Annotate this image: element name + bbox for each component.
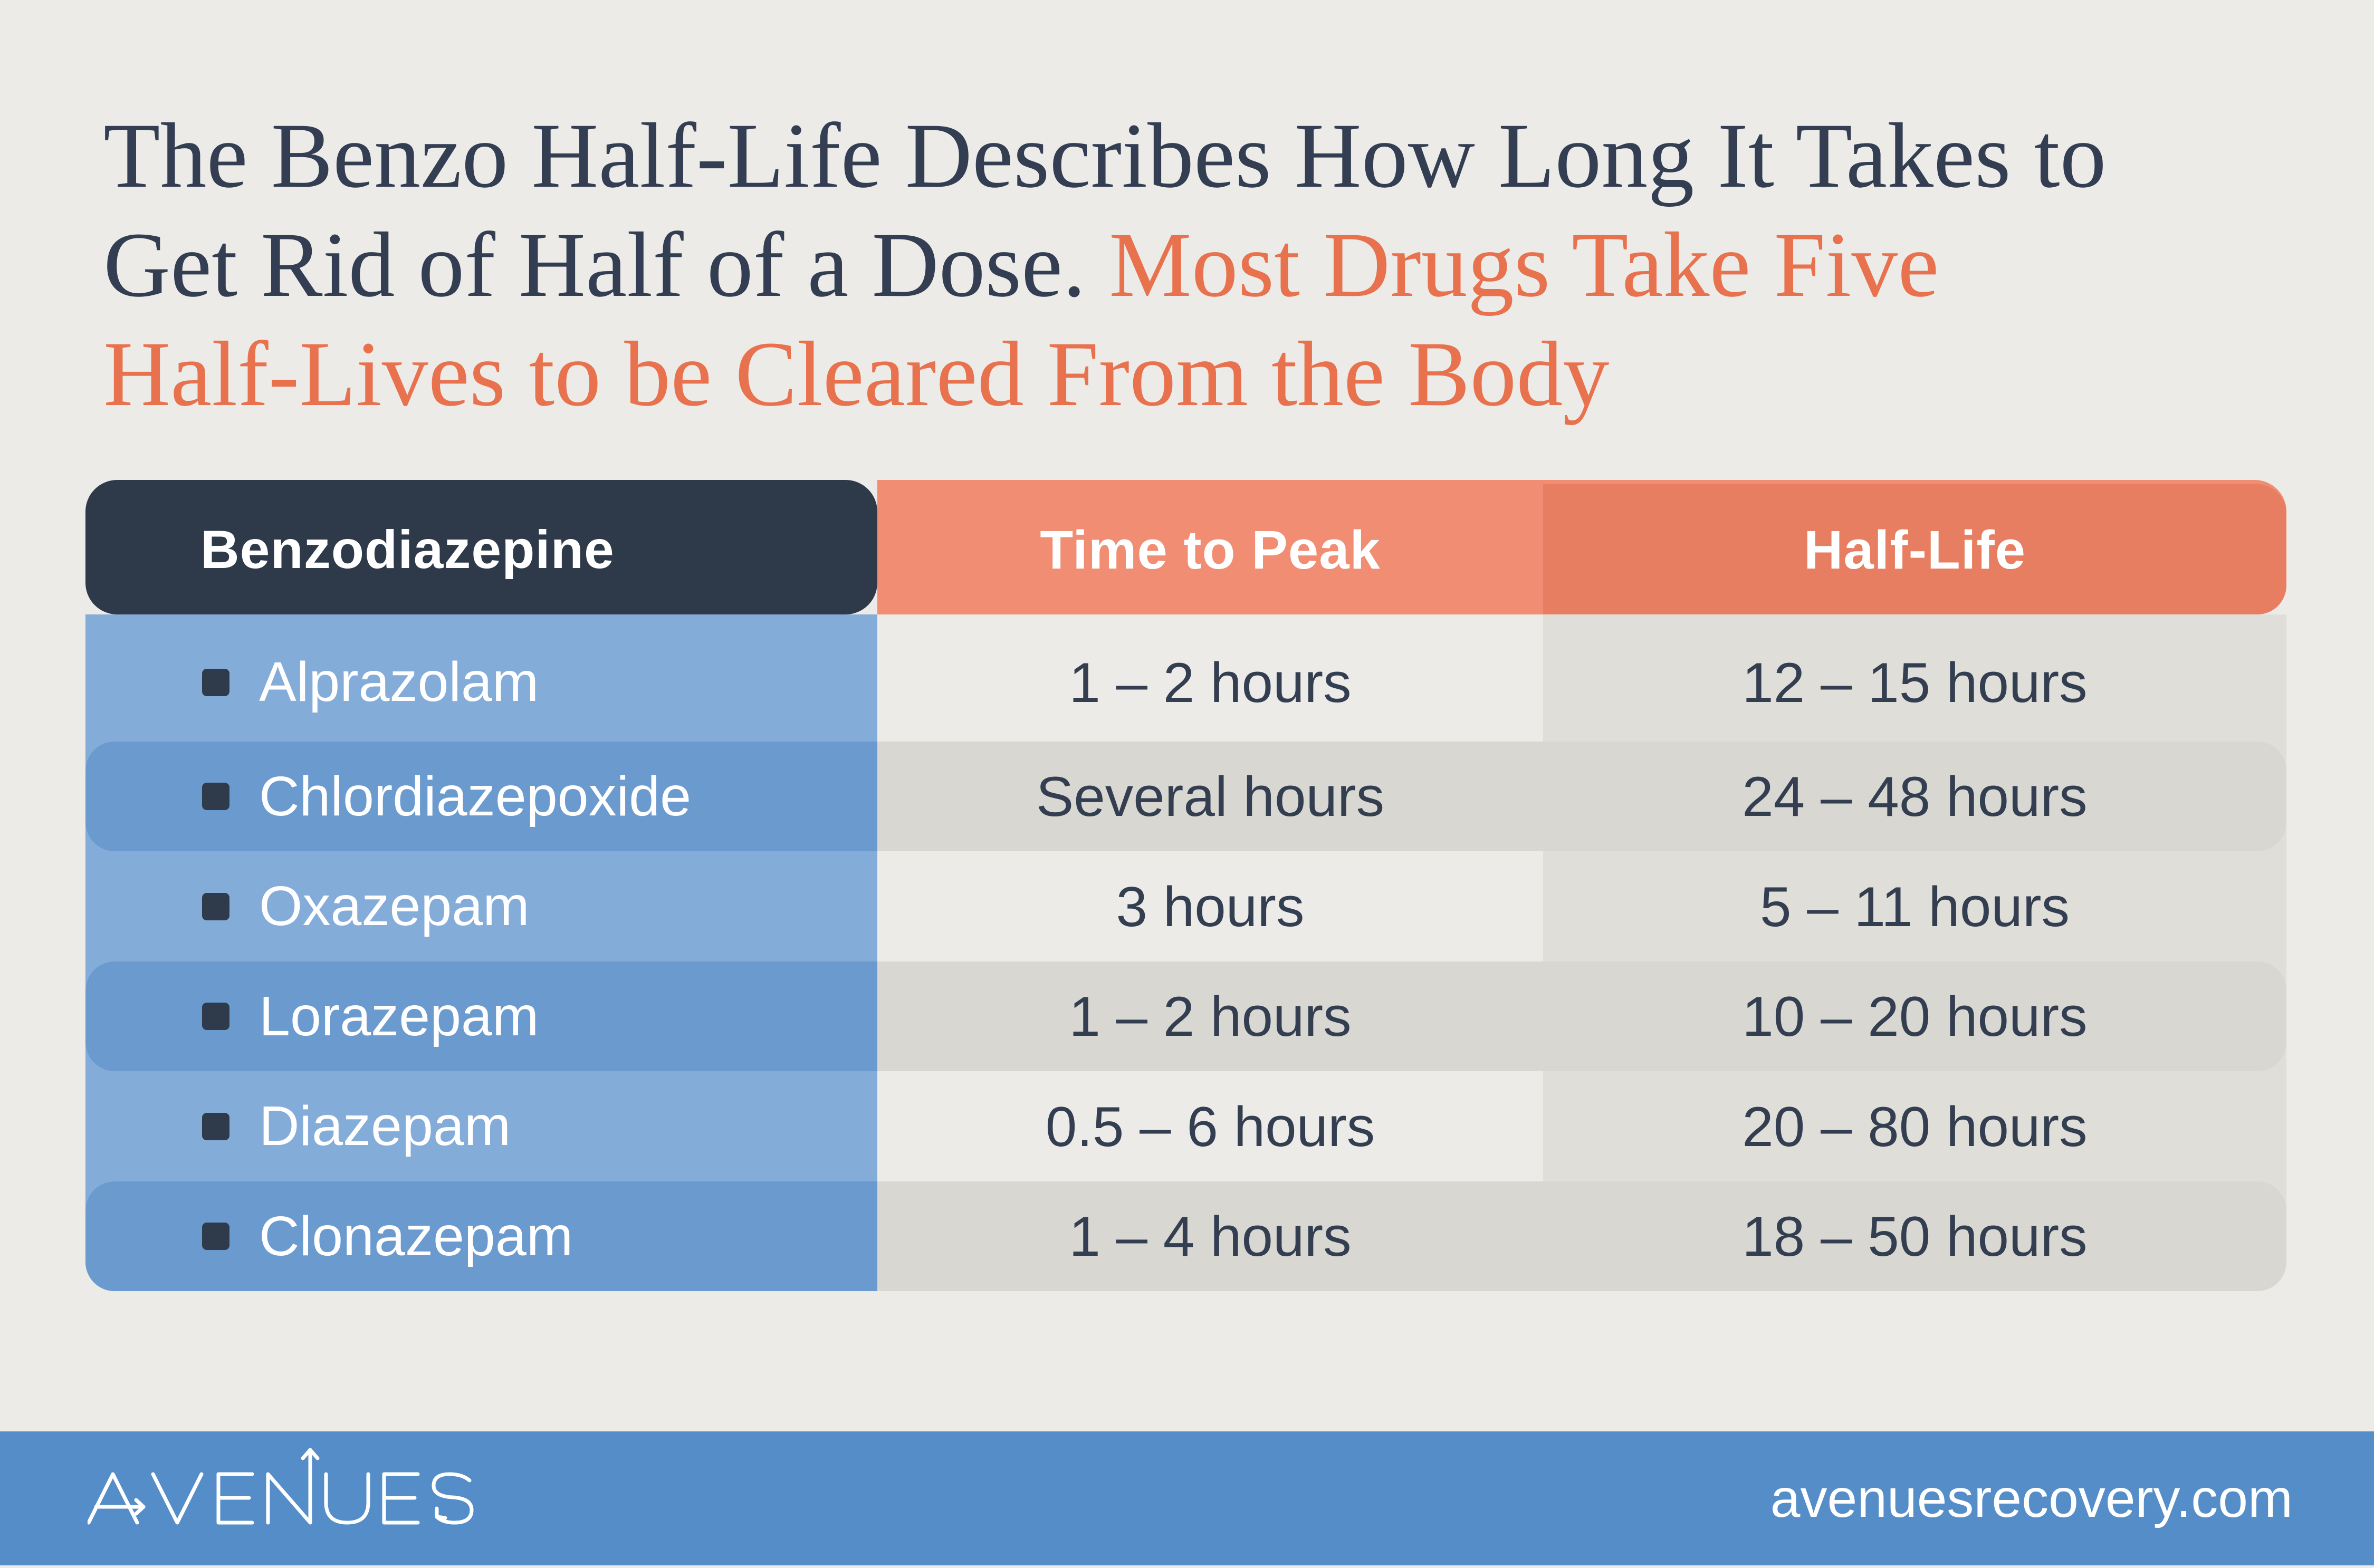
half-life-value: 18 – 50 hours — [1742, 1205, 2088, 1268]
bullet-icon — [202, 892, 229, 920]
table-row: Clonazepam 1 – 4 hours 18 – 50 hours — [85, 1181, 2286, 1291]
table-row: Lorazepam 1 – 2 hours 10 – 20 hours — [85, 961, 2286, 1071]
drug-name: Lorazepam — [259, 985, 539, 1047]
title-line3: Half-Lives to be Cleared From the Body — [103, 323, 1610, 426]
footer-bar: avenuesrecovery.com — [0, 1431, 2374, 1565]
drug-name: Diazepam — [259, 1095, 511, 1157]
table-row: Oxazepam 3 hours 5 – 11 hours — [85, 851, 2286, 961]
column-bg-benzodiazepine — [85, 614, 877, 1291]
header-label-time-to-peak: Time to Peak — [1040, 519, 1381, 580]
title-line1: The Benzo Half-Life Describes How Long I… — [103, 104, 2107, 207]
table-header-row: Benzodiazepine Time to Peak Half-Life — [85, 480, 2286, 614]
half-life-value: 24 – 48 hours — [1742, 765, 2088, 828]
table-row: Alprazolam 1 – 2 hours 12 – 15 hours — [85, 623, 2286, 742]
bullet-icon — [202, 1223, 229, 1250]
header-cell-benzodiazepine: Benzodiazepine — [85, 480, 877, 614]
time-to-peak-value: 1 – 2 hours — [1069, 985, 1352, 1048]
table-row: Diazepam 0.5 – 6 hours 20 – 80 hours — [85, 1071, 2286, 1181]
time-to-peak-value: 0.5 – 6 hours — [1045, 1094, 1375, 1158]
row-capsule — [85, 742, 2286, 851]
time-to-peak-value: 3 hours — [1116, 874, 1305, 938]
time-to-peak-value: 1 – 2 hours — [1069, 650, 1352, 714]
table-base-columns — [85, 614, 2286, 1291]
time-to-peak-value: 1 – 4 hours — [1069, 1205, 1352, 1268]
title-line2-orange: Most Drugs Take Five — [1109, 214, 1939, 316]
title-line2-dark: Get Rid of Half of a Dose. — [103, 214, 1109, 316]
half-life-value: 20 – 80 hours — [1742, 1094, 2088, 1158]
half-life-value: 5 – 11 hours — [1760, 874, 2070, 938]
column-bg-time-to-peak — [877, 614, 1543, 1291]
half-life-value: 10 – 20 hours — [1742, 985, 2088, 1048]
page-title: The Benzo Half-Life Describes How Long I… — [103, 101, 2107, 429]
drug-name: Alprazolam — [259, 651, 539, 713]
header-label-half-life: Half-Life — [1804, 519, 2026, 580]
time-to-peak-value: Several hours — [1036, 765, 1385, 828]
avenues-logo — [87, 1431, 499, 1565]
bullet-icon — [202, 668, 229, 696]
header-label-benzodiazepine: Benzodiazepine — [200, 520, 615, 580]
drug-name: Oxazepam — [259, 875, 530, 937]
benzo-table: Benzodiazepine Time to Peak Half-Life Al… — [85, 480, 2286, 1291]
bullet-icon — [202, 1112, 229, 1140]
bullet-icon — [202, 783, 229, 810]
table-body: Alprazolam 1 – 2 hours 12 – 15 hours Chl… — [85, 614, 2286, 1291]
drug-name: Chlordiazepoxide — [259, 765, 692, 828]
footer-website: avenuesrecovery.com — [1770, 1468, 2293, 1528]
half-life-value: 12 – 15 hours — [1742, 650, 2088, 714]
header-cell-half-life-bg — [1543, 484, 2286, 614]
drug-name: Clonazepam — [259, 1205, 573, 1267]
bullet-icon — [202, 1003, 229, 1030]
table-row: Chlordiazepoxide Several hours 24 – 48 h… — [85, 742, 2286, 851]
column-bg-half-life — [1543, 614, 2286, 1291]
